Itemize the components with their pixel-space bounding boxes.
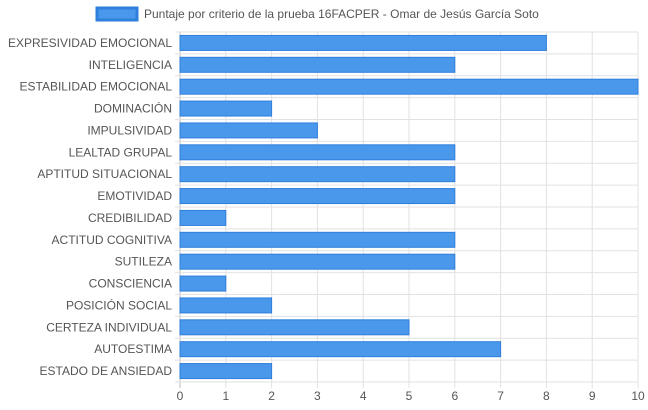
bar[interactable] <box>179 319 410 336</box>
x-tick-labels: 0 1 2 3 4 5 6 7 8 9 10 <box>177 389 645 403</box>
bar[interactable] <box>179 122 318 139</box>
x-tick-label: 4 <box>360 389 367 403</box>
x-tick-label: 2 <box>268 389 275 403</box>
x-tick-label: 8 <box>543 389 550 403</box>
bar[interactable] <box>179 341 502 358</box>
x-tick-label: 7 <box>497 389 504 403</box>
category-label: CREDIBILIDAD <box>88 211 172 225</box>
legend[interactable]: Puntaje por criterio de la prueba 16FACP… <box>95 6 539 22</box>
bar[interactable] <box>179 209 227 226</box>
bar[interactable] <box>179 188 456 205</box>
category-label: ESTABILIDAD EMOCIONAL <box>20 80 173 94</box>
category-label: EMOTIVIDAD <box>97 189 172 203</box>
bar[interactable] <box>179 166 456 183</box>
bars <box>179 34 639 380</box>
category-label: CERTEZA INDIVIDUAL <box>46 320 172 334</box>
bar[interactable] <box>179 363 273 380</box>
legend-label[interactable]: Puntaje por criterio de la prueba 16FACP… <box>144 7 539 21</box>
category-label: CONSCIENCIA <box>89 277 172 291</box>
category-label: SUTILEZA <box>115 255 172 269</box>
bar[interactable] <box>179 297 273 314</box>
x-tick-label: 6 <box>451 389 458 403</box>
x-tick-label: 9 <box>589 389 596 403</box>
bar[interactable] <box>179 231 456 248</box>
x-tick-label: 1 <box>222 389 229 403</box>
category-label: IMPULSIVIDAD <box>87 123 172 137</box>
category-label: ACTITUD COGNITIVA <box>52 233 172 247</box>
bar[interactable] <box>179 275 227 292</box>
bar[interactable] <box>179 253 456 270</box>
x-tick-label: 3 <box>314 389 321 403</box>
legend-swatch[interactable] <box>95 6 139 22</box>
bar[interactable] <box>179 34 547 51</box>
category-label: APTITUD SITUACIONAL <box>37 167 172 181</box>
category-label: ESTADO DE ANSIEDAD <box>40 364 173 378</box>
bar[interactable] <box>179 100 273 117</box>
category-label: DOMINACIÓN <box>94 101 172 116</box>
category-label: AUTOESTIMA <box>94 342 172 356</box>
category-label: INTELIGENCIA <box>89 58 172 72</box>
x-tick-label: 5 <box>406 389 413 403</box>
category-label: LEALTAD GRUPAL <box>69 145 173 159</box>
bar[interactable] <box>179 144 456 161</box>
x-tick-label: 0 <box>177 389 184 403</box>
category-label: EXPRESIVIDAD EMOCIONAL <box>8 36 172 50</box>
bar[interactable] <box>179 56 456 73</box>
bar[interactable] <box>179 78 639 95</box>
x-tick-label: 10 <box>631 389 645 403</box>
category-label: POSICIÓN SOCIAL <box>66 297 172 312</box>
category-labels: EXPRESIVIDAD EMOCIONAL INTELIGENCIA ESTABI… <box>8 36 172 378</box>
